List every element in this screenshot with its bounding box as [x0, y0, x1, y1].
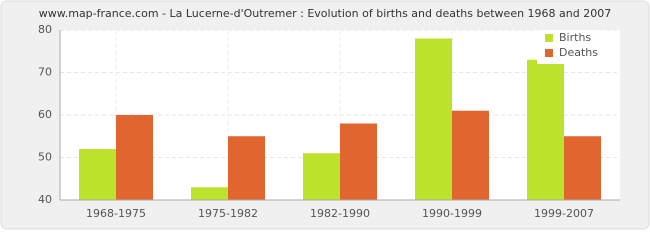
y-tick-label: 80: [38, 23, 52, 36]
legend-label: Deaths: [559, 46, 598, 59]
bar: [303, 153, 340, 200]
x-tick-label: 1982-1990: [310, 207, 370, 220]
bar: [340, 123, 377, 200]
bar: [116, 115, 153, 200]
bar: [564, 136, 601, 200]
legend-label: Births: [559, 31, 591, 44]
y-tick-label: 60: [38, 108, 52, 121]
bar: [452, 110, 489, 200]
x-tick-label: 1975-1982: [198, 207, 258, 220]
y-tick-label: 50: [38, 151, 52, 164]
x-tick-label: 1990-1999: [422, 207, 482, 220]
legend-swatch: [545, 49, 553, 57]
chart-title: www.map-france.com - La Lucerne-d'Outrem…: [39, 7, 611, 20]
y-tick-label: 40: [38, 193, 52, 206]
bar: [228, 136, 265, 200]
x-tick-label: 1968-1975: [86, 207, 146, 220]
legend-swatch: [545, 34, 553, 42]
bar: [415, 38, 452, 200]
bar: [527, 59, 564, 200]
bar: [191, 187, 228, 200]
chart: www.map-france.com - La Lucerne-d'Outrem…: [0, 0, 650, 230]
y-tick-label: 70: [38, 66, 52, 79]
x-tick-label: 1999-2007: [534, 207, 594, 220]
bar: [79, 149, 116, 200]
